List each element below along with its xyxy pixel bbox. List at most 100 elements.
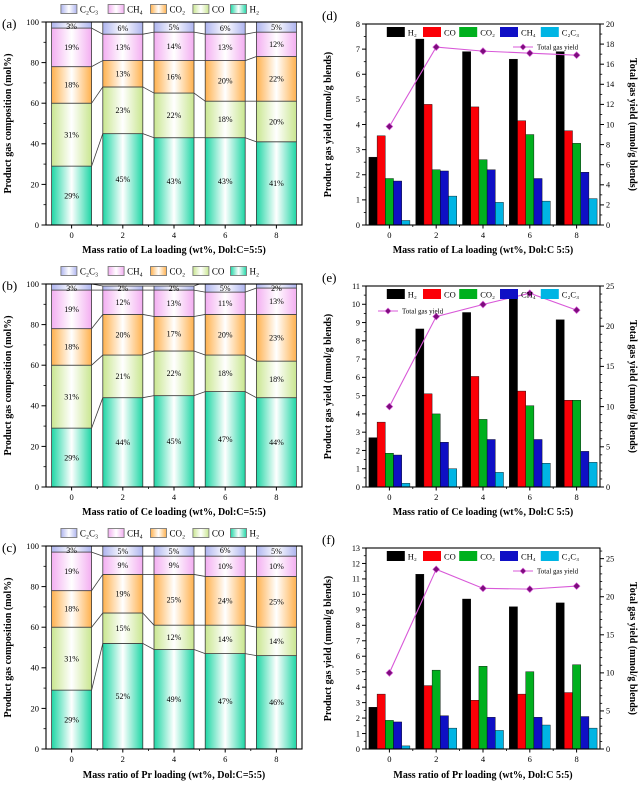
legend-swatch-CO2 — [459, 27, 478, 37]
svg-text:60: 60 — [31, 622, 40, 632]
svg-text:CH₄: CH₄ — [521, 27, 536, 37]
svg-text:8: 8 — [356, 621, 360, 630]
bar-C2C3 — [448, 727, 457, 750]
svg-text:CO: CO — [212, 266, 225, 276]
bar-CO2 — [525, 134, 535, 226]
segment-CO2 — [51, 66, 92, 104]
chart-b: 29%31%18%19%3%44%21%20%12%2%45%22%17%13%… — [2, 266, 303, 518]
segment-CO — [204, 354, 246, 392]
legend: H₂ CO CO₂ CH₄ C₂C₃ — [386, 289, 579, 299]
svg-text:15%: 15% — [115, 624, 130, 633]
svg-text:16: 16 — [606, 60, 614, 69]
legend-swatch-CH4 — [107, 266, 125, 276]
legend-swatch-CO — [192, 528, 210, 538]
svg-text:12%: 12% — [167, 633, 182, 642]
legend-swatch-CO — [192, 4, 210, 14]
bar-H2 — [509, 606, 518, 750]
segment-H2 — [255, 397, 297, 487]
svg-text:7: 7 — [356, 45, 360, 54]
svg-text:13%: 13% — [218, 43, 233, 52]
segment-C2C3 — [255, 284, 297, 289]
svg-text:0: 0 — [356, 483, 360, 492]
bar-CH4 — [440, 170, 449, 226]
panel-e: 0 1 2 3 4 5 6 7 8 9 10 11 0 5 10 15 20 25 0 2 4 6 8 Mass ratio … — [320, 262, 640, 524]
svg-text:18%: 18% — [218, 115, 233, 124]
svg-text:5: 5 — [356, 391, 360, 400]
svg-text:20%: 20% — [269, 117, 284, 126]
bar-CO2 — [478, 666, 488, 750]
segment-CO — [255, 626, 297, 657]
svg-text:0: 0 — [69, 754, 73, 764]
segment-C2C3 — [51, 22, 92, 29]
bar-C2C3 — [495, 730, 504, 750]
legend-swatch-CO2 — [150, 528, 167, 538]
svg-text:12%: 12% — [269, 40, 284, 49]
segment-CO2 — [153, 574, 195, 626]
y-axis-title: Product gas composition (mol%) — [3, 53, 14, 193]
segment-CH4 — [255, 31, 297, 57]
bar-CO — [376, 135, 386, 226]
svg-text:18%: 18% — [64, 605, 79, 614]
svg-text:CO: CO — [444, 551, 456, 561]
segment-C2C3 — [102, 285, 144, 291]
svg-text:8: 8 — [274, 230, 278, 240]
svg-text:CO₂: CO₂ — [480, 289, 495, 299]
svg-text:12: 12 — [352, 559, 360, 568]
y-axis-title-left: Product gas yield (mmol/g blends) — [323, 52, 334, 197]
svg-text:6: 6 — [528, 230, 532, 240]
svg-text:0: 0 — [69, 230, 73, 240]
svg-text:15: 15 — [606, 362, 614, 371]
svg-text:31%: 31% — [64, 654, 79, 663]
svg-text:Total gas yield: Total gas yield — [402, 308, 444, 316]
y-axis-title: Product gas composition (mol%) — [3, 315, 14, 455]
bar-H2 — [368, 707, 378, 750]
segment-CH4 — [204, 33, 246, 61]
svg-text:9%: 9% — [169, 561, 180, 570]
svg-text:6: 6 — [606, 161, 610, 170]
segment-CO2 — [153, 316, 195, 352]
svg-text:CH₄: CH₄ — [127, 266, 143, 276]
y-axis-title-right: Total gas yield (mmol/g blends) — [627, 58, 638, 191]
svg-text:25: 25 — [606, 554, 614, 563]
bar-H2 — [555, 602, 565, 750]
segment-CO2 — [51, 328, 92, 366]
segment-C2C3 — [51, 284, 92, 291]
svg-text:8: 8 — [274, 492, 278, 502]
legend-swatch-C2C3 — [540, 27, 559, 37]
segment-labels: 29% 31% 18% 19% 3% 45% 23% 13% 13% 6% 43% 22% 16% 14%… — [64, 22, 284, 200]
svg-text:5%: 5% — [271, 547, 282, 556]
bar-CH4 — [393, 180, 402, 226]
segment-labels: 29% 31% 18% 19% 3% 44% 21% 20% 12% 2% 45% 22% 17% 13%… — [64, 284, 284, 462]
segment-C2C3 — [153, 546, 195, 557]
segment-CO2 — [255, 576, 297, 628]
x-axis-title: Mass ratio of La loading (wt%, Dol:C 5:5… — [393, 245, 574, 256]
svg-text:H₂: H₂ — [250, 528, 260, 538]
svg-text:44%: 44% — [269, 438, 284, 447]
svg-text:25%: 25% — [167, 596, 182, 605]
svg-text:25: 25 — [606, 282, 614, 291]
svg-text:4: 4 — [356, 683, 360, 692]
svg-text:6: 6 — [528, 492, 532, 502]
svg-text:10%: 10% — [218, 562, 233, 571]
svg-text:22%: 22% — [167, 111, 182, 120]
svg-text:44%: 44% — [115, 438, 130, 447]
svg-text:20: 20 — [606, 20, 614, 29]
segment-CO — [102, 354, 144, 399]
bar-CO2 — [525, 671, 535, 750]
segment-H2 — [51, 165, 92, 225]
svg-text:9: 9 — [356, 318, 360, 327]
panel-letter: (b) — [2, 278, 17, 293]
svg-text:4: 4 — [356, 120, 360, 129]
svg-text:13: 13 — [352, 544, 360, 553]
svg-text:5%: 5% — [169, 547, 180, 556]
svg-text:4: 4 — [481, 754, 486, 764]
total-yield-legend: Total gas yield — [513, 568, 579, 576]
svg-text:6%: 6% — [117, 24, 128, 33]
svg-text:21%: 21% — [115, 372, 130, 381]
total-gas-yield-line — [385, 43, 581, 131]
svg-text:3: 3 — [356, 698, 360, 707]
svg-text:1: 1 — [356, 465, 360, 474]
bar-H2 — [509, 58, 518, 226]
svg-text:2: 2 — [434, 754, 438, 764]
segment-CH4 — [153, 289, 195, 317]
